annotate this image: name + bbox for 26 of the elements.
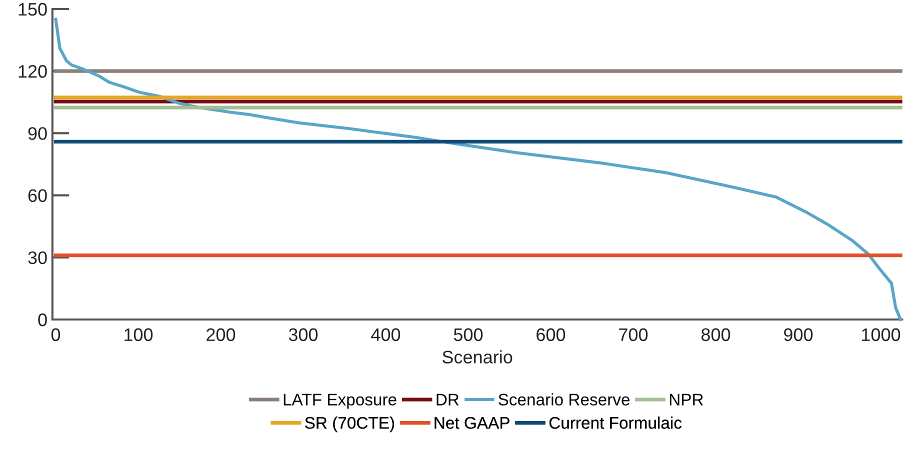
x-tick-label: 100 — [124, 328, 153, 342]
legend-label: Scenario Reserve — [498, 393, 630, 406]
y-tick-label: 30 — [28, 251, 47, 264]
x-tick-label: 800 — [701, 328, 730, 342]
x-tick-label: 0 — [51, 328, 60, 342]
x-tick-label: 600 — [536, 328, 566, 342]
line-series — [54, 18, 902, 322]
legend-label: Current Formulaic — [549, 416, 682, 429]
y-tick-label: 150 — [18, 2, 47, 16]
x-tick-label: 400 — [371, 328, 400, 342]
x-tick-label: 700 — [619, 328, 648, 342]
y-tick-label: 0 — [38, 313, 47, 326]
x-tick-label: 1000 — [862, 328, 900, 342]
legend-label: Net GAAP — [434, 416, 510, 429]
legend-label: DR — [436, 394, 459, 406]
y-tick-label: 60 — [28, 189, 47, 202]
y-tick-label: 90 — [28, 127, 47, 140]
legend-label: SR (70CTE) — [305, 416, 394, 432]
y-tick-label: 120 — [18, 65, 47, 78]
x-axis-title: Scenario — [442, 350, 512, 364]
x-tick-label: 300 — [288, 328, 318, 342]
x-tick-label: 200 — [206, 328, 236, 342]
x-tick-label: 900 — [784, 328, 813, 342]
legend-label: LATF Exposure — [284, 394, 396, 409]
x-tick-label: 500 — [454, 328, 483, 342]
legend-label: NPR — [670, 394, 704, 406]
